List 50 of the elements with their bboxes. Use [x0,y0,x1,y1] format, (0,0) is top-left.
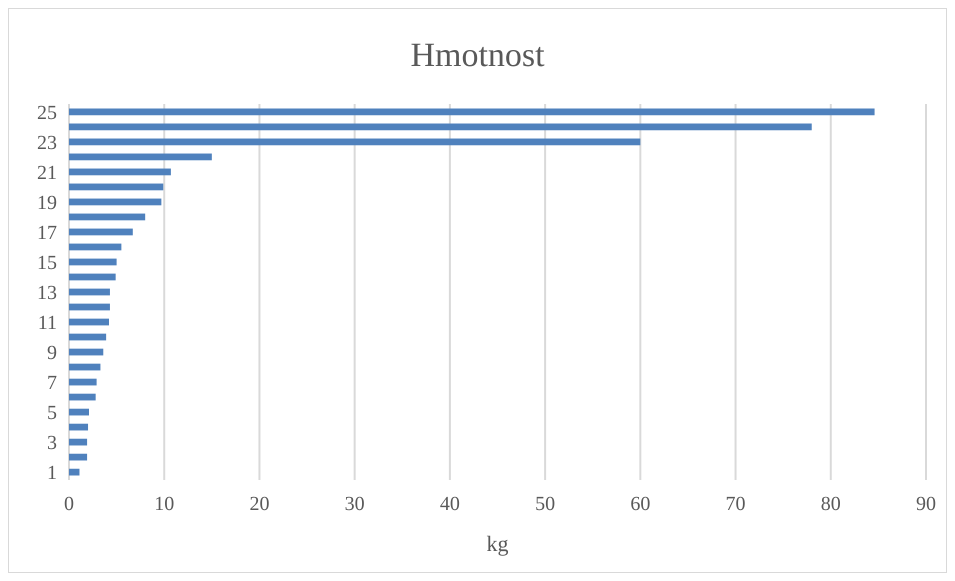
x-tick-label: 80 [820,493,841,515]
y-tick-label: 23 [37,132,57,154]
y-tick-label: 3 [47,432,57,454]
y-tick-label: 11 [38,312,57,334]
bar [69,138,640,146]
x-tick-label: 50 [535,493,556,515]
bar [69,304,110,310]
bar [69,318,109,326]
bar [69,274,116,280]
bar [69,408,89,416]
chart-title: Hmotnost [410,37,546,74]
bar [69,454,88,460]
x-tick-label: 10 [154,493,174,515]
bar [69,124,812,130]
y-tick-label: 5 [47,402,57,424]
bar [69,468,80,476]
y-tick-label: 21 [37,162,57,184]
y-tick-label: 15 [37,252,57,274]
y-tick-label: 1 [47,462,57,484]
x-tick-label: 40 [440,493,460,515]
x-tick-label: 90 [916,493,936,515]
x-tick-label: 30 [344,493,365,515]
bar [69,364,100,370]
x-tick-label: 70 [726,493,746,515]
y-tick-label: 19 [37,192,57,214]
y-tick-label: 25 [37,102,57,124]
bar [69,214,146,220]
x-tick-label: 0 [64,493,74,515]
y-tick-label: 7 [47,372,57,394]
bar [69,424,88,430]
bar [69,288,110,296]
bar [69,334,106,340]
bar [69,258,117,266]
y-tick-label: 17 [37,222,57,244]
bar [69,394,96,400]
x-tick-label: 20 [249,493,270,515]
bar [69,348,104,356]
bar [69,228,133,236]
x-tick-label: 60 [630,493,650,515]
bar [69,378,97,386]
bar [69,154,212,160]
x-axis-title: kg [486,531,508,556]
y-tick-label: 9 [47,342,57,364]
bar [69,184,164,190]
bar [69,168,171,176]
bar [69,244,122,250]
y-tick-label: 13 [37,282,57,304]
bar [69,108,875,116]
bar [69,198,162,206]
bar [69,438,88,446]
